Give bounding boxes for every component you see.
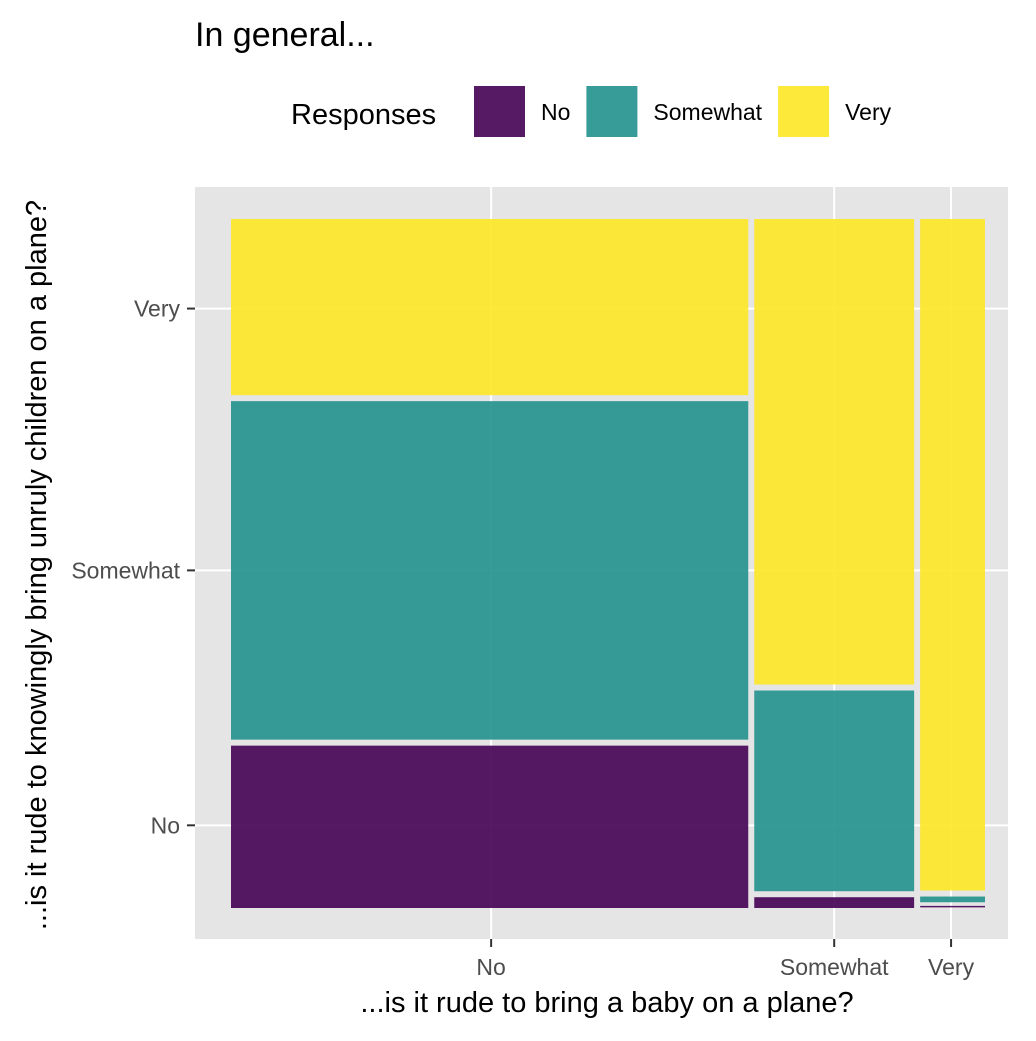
- tile-no-somewhat: [231, 401, 749, 740]
- legend-key-no: [474, 86, 525, 137]
- chart-title: In general...: [195, 16, 375, 54]
- mosaic-tiles: [231, 219, 985, 908]
- tile-very-very: [920, 219, 985, 891]
- y-axis: No Somewhat Very: [71, 296, 195, 838]
- x-axis: No Somewhat Very: [476, 939, 975, 980]
- tile-no-very: [231, 219, 749, 396]
- legend-key-very: [778, 86, 830, 137]
- x-axis-label: ...is it rude to bring a baby on a plane…: [360, 987, 853, 1019]
- tile-somewhat-no: [754, 897, 915, 908]
- y-tick-label-very: Very: [134, 296, 181, 322]
- legend: Responses No Somewhat Very: [291, 86, 892, 137]
- tile-no-no: [231, 745, 749, 908]
- legend-label-very: Very: [845, 99, 892, 125]
- tile-very-no: [920, 905, 985, 908]
- legend-label-no: No: [541, 99, 570, 125]
- legend-key-somewhat: [586, 86, 638, 137]
- x-tick-label-somewhat: Somewhat: [780, 954, 889, 980]
- tile-somewhat-somewhat: [754, 690, 915, 892]
- legend-label-somewhat: Somewhat: [653, 99, 762, 125]
- x-tick-label-very: Very: [928, 954, 975, 980]
- x-tick-label-no: No: [476, 954, 505, 980]
- legend-title: Responses: [291, 99, 436, 131]
- tile-very-somewhat: [920, 896, 985, 903]
- tile-somewhat-very: [754, 219, 915, 685]
- y-tick-label-no: No: [151, 812, 180, 838]
- y-axis-label: ...is it rude to knowingly bring unruly …: [21, 200, 53, 930]
- y-tick-label-somewhat: Somewhat: [71, 557, 180, 583]
